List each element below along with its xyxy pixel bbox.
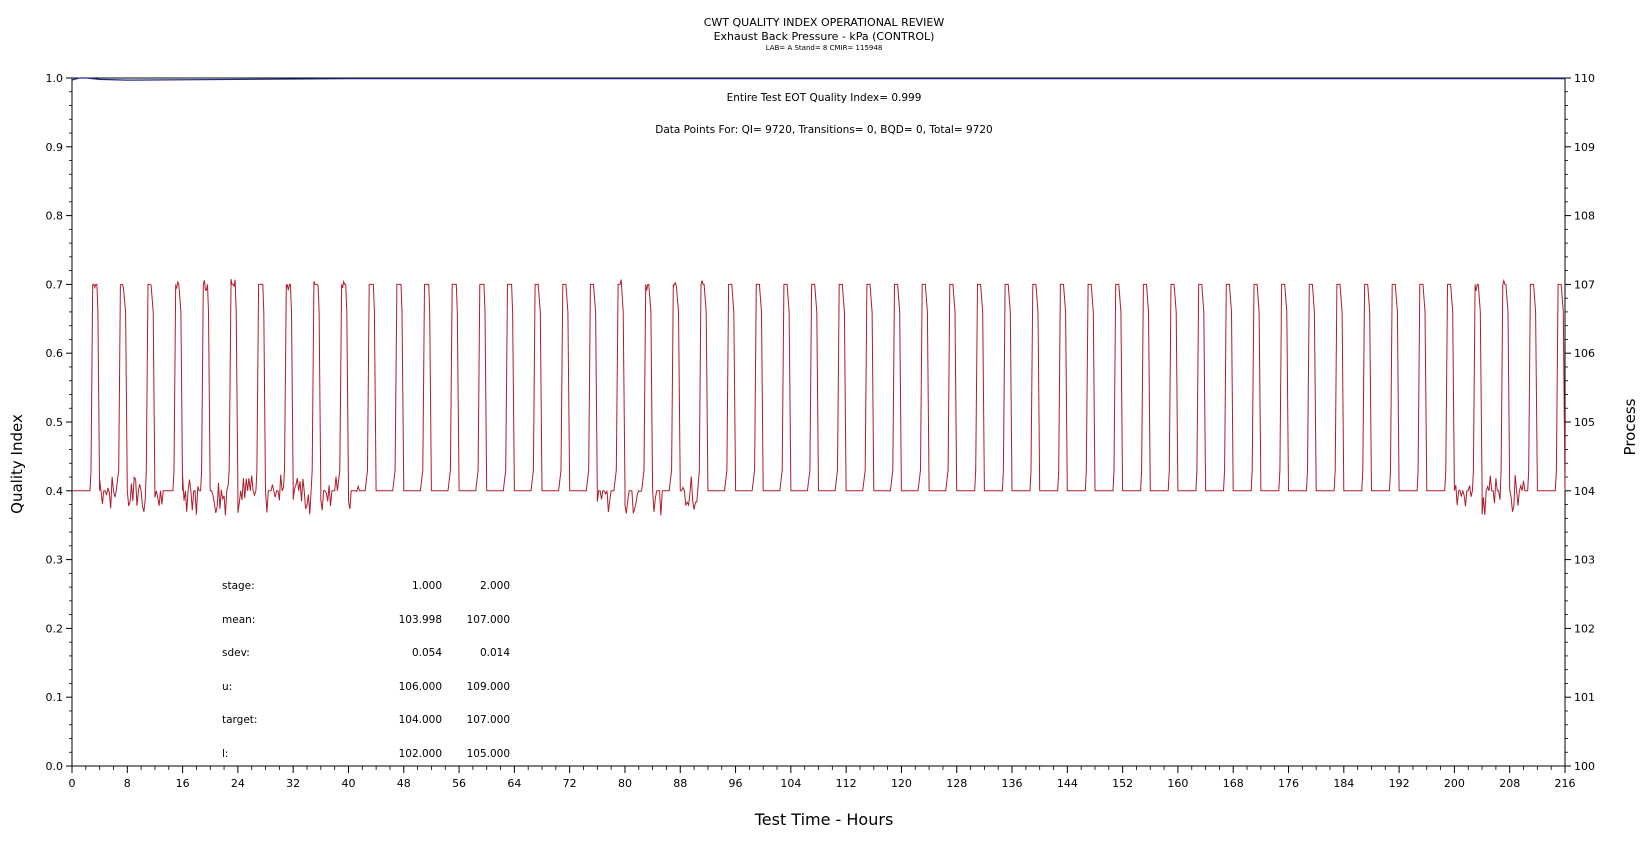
stats-value-stage2: 0.014 [479, 647, 510, 659]
y-right-tick-label: 105 [1574, 416, 1595, 429]
x-tick-label: 200 [1444, 777, 1465, 790]
x-tick-label: 56 [452, 777, 466, 790]
stats-value-stage2: 107.000 [466, 613, 510, 626]
x-tick-label: 192 [1389, 777, 1410, 790]
y-right-tick-label: 102 [1574, 622, 1595, 635]
y-right-tick-label: 104 [1574, 485, 1595, 498]
stats-label: l: [222, 747, 229, 760]
stats-value-stage2: 109.000 [466, 680, 510, 693]
eot-annotation: Entire Test EOT Quality Index= 0.999 [726, 92, 922, 104]
quality-index-series-line [71, 77, 1565, 81]
y-right-tick-label: 109 [1574, 141, 1595, 154]
stats-label: target: [222, 714, 258, 726]
x-tick-label: 96 [729, 777, 743, 790]
y-left-tick-label: 0.9 [46, 141, 64, 154]
chart-title: CWT QUALITY INDEX OPERATIONAL REVIEW [703, 16, 945, 29]
stats-label: sdev: [222, 647, 250, 659]
chart-subtitle: Exhaust Back Pressure - kPa (CONTROL) [713, 30, 935, 43]
x-tick-label: 64 [507, 777, 521, 790]
y-left-tick-label: 0.2 [46, 622, 64, 635]
x-tick-label: 8 [124, 777, 131, 790]
y-left-tick-label: 0.3 [46, 554, 64, 567]
y-left-tick-label: 0.1 [46, 691, 64, 704]
x-tick-label: 120 [891, 777, 912, 790]
y-right-tick-label: 107 [1574, 278, 1595, 291]
x-tick-label: 160 [1167, 777, 1188, 790]
y-left-tick-label: 1.0 [46, 72, 64, 85]
stats-value-stage1: 106.000 [398, 680, 442, 693]
y-right-tick-label: 108 [1574, 210, 1595, 223]
y-axis-left-label: Quality Index [8, 414, 26, 514]
y-right-tick-label: 101 [1574, 691, 1595, 704]
x-tick-label: 216 [1555, 777, 1576, 790]
x-tick-label: 16 [176, 777, 190, 790]
x-tick-label: 24 [231, 777, 245, 790]
x-tick-label: 168 [1223, 777, 1244, 790]
stats-label: mean: [222, 613, 256, 626]
x-tick-label: 136 [1002, 777, 1023, 790]
y-left-tick-label: 0.0 [46, 760, 64, 773]
x-tick-label: 144 [1057, 777, 1078, 790]
x-tick-label: 104 [780, 777, 801, 790]
x-tick-label: 72 [563, 777, 577, 790]
x-tick-label: 208 [1499, 777, 1520, 790]
stats-value-stage1: 104.000 [398, 714, 442, 726]
x-tick-label: 40 [341, 777, 355, 790]
x-tick-label: 184 [1333, 777, 1354, 790]
x-tick-label: 88 [673, 777, 687, 790]
stats-label: stage: [222, 580, 255, 592]
y-axis-right-label: Process [1621, 398, 1639, 456]
x-tick-label: 32 [286, 777, 300, 790]
y-right-tick-label: 103 [1574, 554, 1595, 567]
y-left-tick-label: 0.5 [46, 416, 64, 429]
stats-value-stage2: 2.000 [479, 580, 510, 592]
y-right-tick-label: 106 [1574, 347, 1595, 360]
y-left-tick-label: 0.4 [46, 485, 64, 498]
x-tick-label: 48 [397, 777, 411, 790]
x-tick-label: 128 [946, 777, 967, 790]
x-tick-label: 152 [1112, 777, 1133, 790]
y-right-tick-label: 100 [1574, 760, 1595, 773]
x-tick-label: 176 [1278, 777, 1299, 790]
x-tick-label: 0 [69, 777, 76, 790]
chart-subsubtitle: LAB= A Stand= 8 CMIR= 115948 [765, 44, 883, 52]
x-axis-label: Test Time - Hours [754, 810, 894, 829]
stats-value-stage1: 0.054 [411, 647, 442, 659]
stats-value-stage1: 1.000 [411, 580, 442, 592]
plot-frame [71, 77, 1566, 767]
y-left-tick-label: 0.8 [46, 210, 64, 223]
x-tick-label: 112 [836, 777, 857, 790]
data-points-annotation: Data Points For: QI= 9720, Transitions= … [655, 124, 993, 136]
y-left-tick-label: 0.7 [46, 278, 64, 291]
stats-label: u: [222, 680, 233, 693]
stats-value-stage2: 105.000 [466, 747, 510, 760]
process-series-line [72, 278, 1566, 516]
y-left-tick-label: 0.6 [46, 347, 64, 360]
x-tick-label: 80 [618, 777, 632, 790]
stats-value-stage1: 103.998 [398, 613, 442, 626]
stats-value-stage1: 102.000 [398, 747, 442, 760]
y-right-tick-label: 110 [1574, 72, 1595, 85]
stats-value-stage2: 107.000 [466, 714, 510, 726]
